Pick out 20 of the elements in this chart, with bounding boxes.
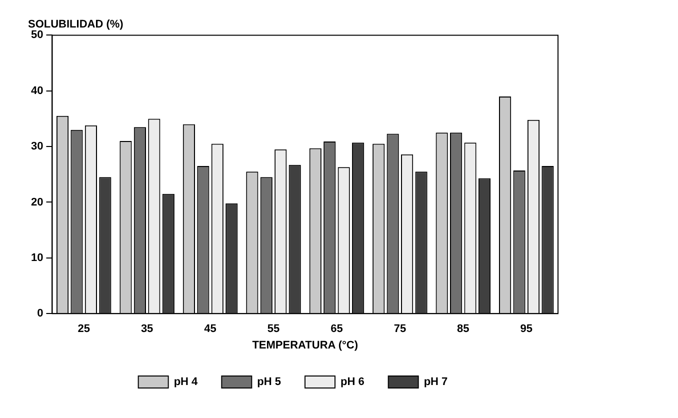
y-tick-label: 20 [30,196,44,208]
x-tick-label: 75 [394,323,406,336]
x-axis-title: TEMPERATURA (°C) [252,339,358,352]
legend-label: pH 6 [340,376,364,388]
legend-label: pH 5 [257,376,282,388]
y-tick-label: 0 [37,308,44,320]
x-tick-label: 55 [267,323,280,336]
x-tick-label: 45 [204,323,216,336]
y-tick-label: 30 [30,140,44,153]
y-tick-label: 50 [30,29,44,42]
x-tick-label: 35 [140,323,154,336]
y-axis-title: SOLUBILIDAD (%) [28,18,124,31]
x-tick-label: 65 [330,323,343,336]
x-tick-label: 95 [520,323,533,336]
legend-label: pH 7 [424,376,448,388]
legend-label: pH 4 [174,376,199,388]
x-tick-label: 25 [78,323,90,336]
x-tick-label: 85 [457,323,470,336]
y-tick-label: 10 [30,252,44,264]
y-tick-label: 40 [30,84,44,97]
